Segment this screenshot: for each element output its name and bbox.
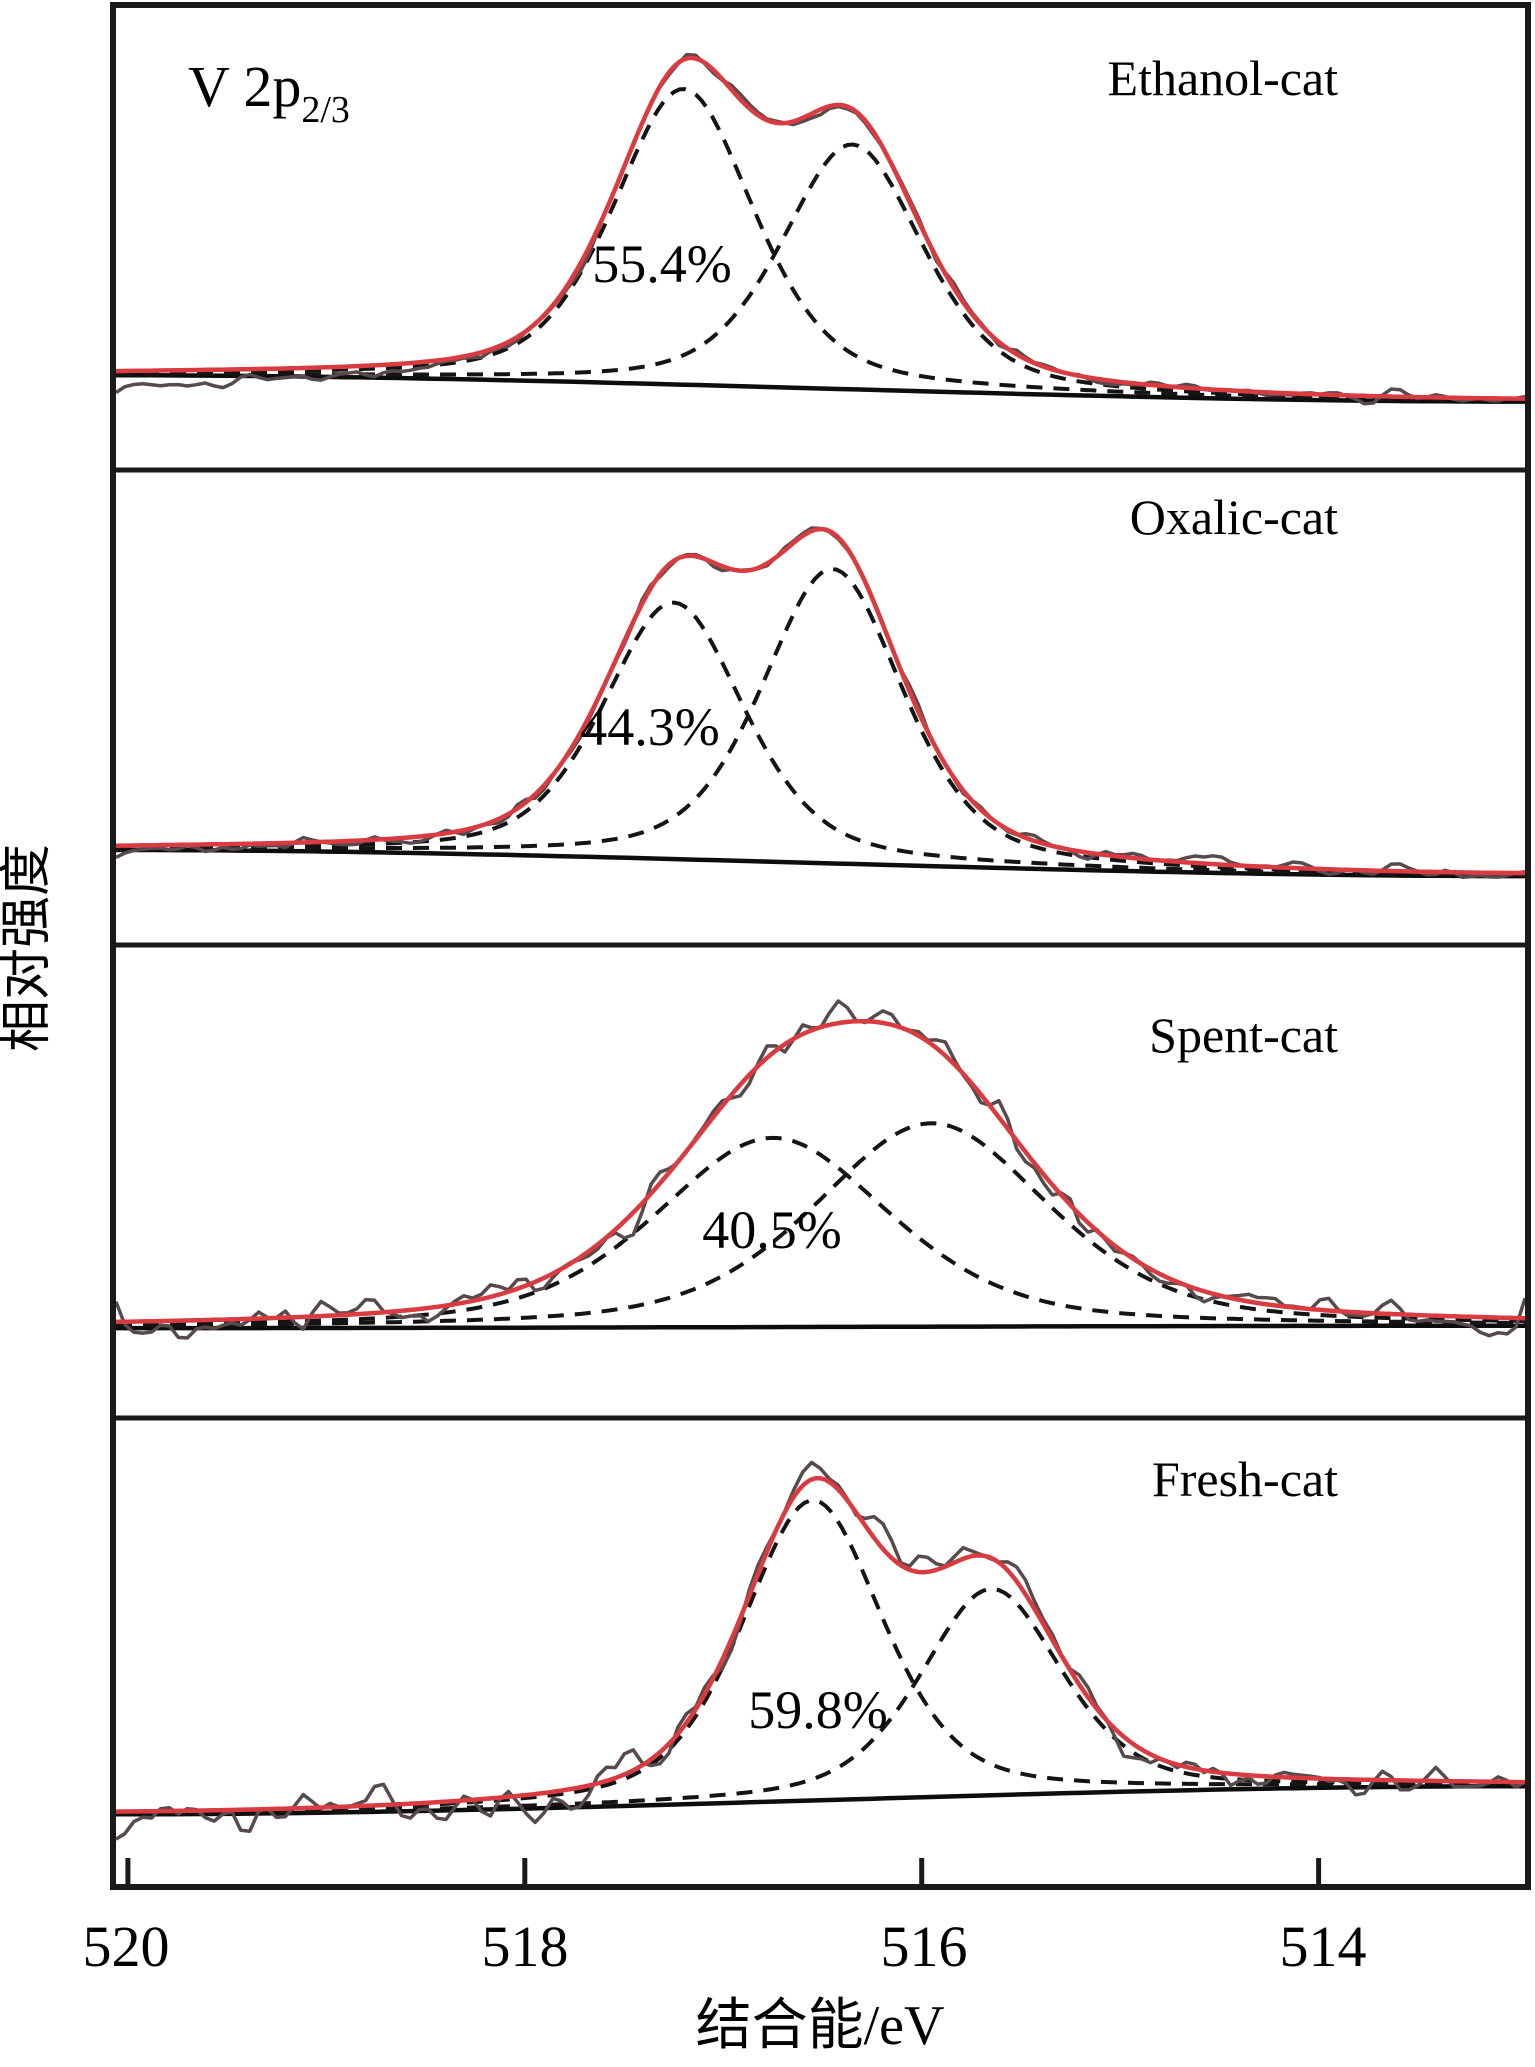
panel-label-oxalic: Oxalic-cat — [1130, 489, 1338, 545]
panel-curves-oxalic-cat — [114, 526, 1527, 880]
background-line — [116, 373, 1525, 404]
x-tick-516: 516 — [881, 1914, 968, 1979]
component-peak-2 — [116, 1586, 1526, 1816]
pct-label-spent: 40.5% — [702, 1200, 841, 1260]
panel-curves-spent-cat — [114, 999, 1527, 1340]
fit-envelope-line — [114, 55, 1527, 401]
background-line — [116, 1783, 1525, 1817]
panel-label-ethanol: Ethanol-cat — [1108, 50, 1339, 106]
background-line — [116, 1323, 1525, 1331]
region-label: V 2p2/3 — [188, 54, 350, 131]
y-axis-label: 相对强度 — [0, 844, 56, 1052]
x-tick-518: 518 — [482, 1914, 569, 1979]
panel-label-spent: Spent-cat — [1149, 1007, 1338, 1063]
component-peak-1 — [116, 1498, 1525, 1815]
pct-label-fresh: 59.8% — [748, 1680, 887, 1740]
spectra-curves — [110, 2, 1531, 1890]
component-peak-1 — [115, 600, 1525, 877]
region-label-main: V 2p — [188, 54, 301, 119]
plot-frame — [110, 2, 1531, 1890]
pct-label-ethanol: 55.4% — [592, 234, 731, 294]
region-label-sub: 2/3 — [301, 89, 350, 131]
x-tick-520: 520 — [83, 1914, 170, 1979]
panel-label-fresh: Fresh-cat — [1152, 1451, 1338, 1507]
x-tick-514: 514 — [1280, 1914, 1367, 1979]
fit-envelope-line — [114, 526, 1527, 876]
component-peak-2 — [116, 566, 1525, 877]
component-peak-2 — [116, 1121, 1526, 1328]
fit-envelope-line — [114, 1475, 1527, 1814]
background-line — [116, 847, 1525, 879]
panel-curves-fresh-cat — [114, 1460, 1527, 1841]
fit-envelope-line — [114, 1018, 1527, 1325]
pct-label-oxalic: 44.3% — [580, 697, 719, 757]
component-peak-1 — [115, 1135, 1526, 1327]
panel-curves-ethanol-cat — [114, 52, 1527, 406]
x-axis-label: 结合能/eV — [696, 1995, 945, 2057]
